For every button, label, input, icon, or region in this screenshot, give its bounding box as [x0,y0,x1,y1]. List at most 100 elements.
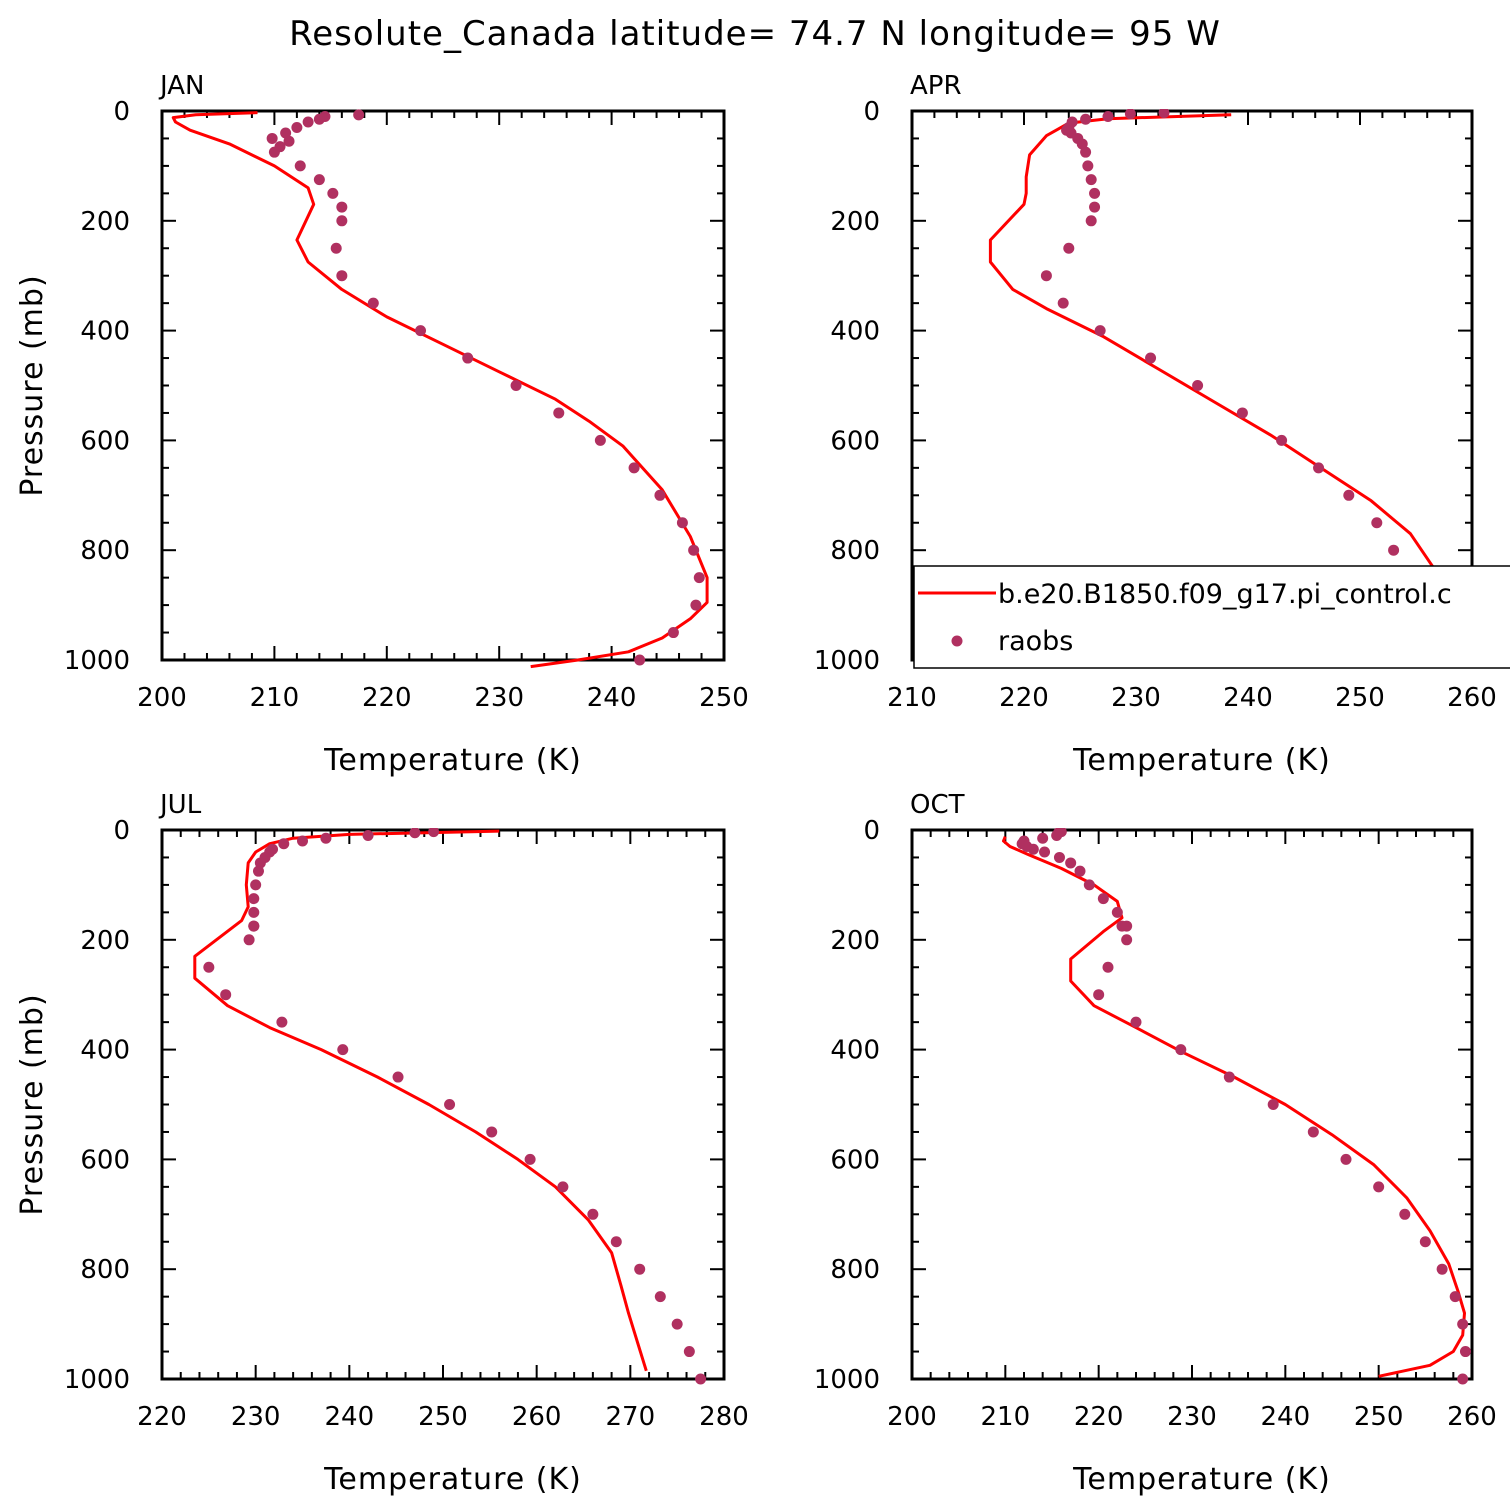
obs-point [594,434,606,446]
panel-label: OCT [910,790,965,820]
obs-point [1063,242,1075,254]
obs-point [1053,851,1065,863]
panel-label: JAN [158,71,204,101]
obs-point [553,407,565,419]
obs-point [1111,906,1123,918]
obs-point [1074,865,1086,877]
obs-point [1083,879,1095,891]
obs-point [654,489,666,501]
obs-point [313,113,325,125]
obs-point [250,879,262,891]
x-tick-label: 230 [1167,1402,1217,1432]
x-tick-label: 210 [887,683,937,713]
panel-jan: 200 210 220 230 240 250 0 200 400 600 800 1000 JAN Te… [15,71,749,778]
obs-point [248,906,260,918]
obs-point [1093,989,1105,1001]
obs-point [462,352,474,364]
y-tick-label: 0 [113,97,130,127]
obs-point [313,174,325,186]
obs-point [1121,920,1133,932]
y-tick-label: 1000 [814,1365,880,1395]
obs-point [671,1318,683,1330]
obs-point [336,201,348,213]
obs-point [268,146,280,158]
x-tick-label: 200 [887,1402,937,1432]
x-tick-label: 250 [1354,1402,1404,1432]
y-tick-label: 0 [863,97,880,127]
obs-point [444,1099,456,1110]
y-tick-label: 400 [80,317,130,347]
y-tick-label: 600 [80,426,130,456]
obs-point [690,599,702,611]
legend-model-label: b.e20.B1850.f09_g17.pi_control.c [998,579,1452,610]
x-tick-label: 250 [418,1402,468,1432]
panels: 200 210 220 230 240 250 0 200 400 600 800 1000 JAN Te… [15,71,1510,1497]
x-axis-label: Temperature (K) [323,743,582,778]
obs-point [1057,297,1069,309]
obs-point [1307,1126,1319,1138]
y-tick-label: 1000 [64,646,130,676]
obs-point [392,1071,404,1083]
y-axis-label: Pressure (mb) [15,274,50,496]
y-tick-label: 400 [830,317,880,347]
obs-point [1082,160,1094,172]
x-tick-label: 240 [587,683,637,713]
obs-point [1102,110,1114,122]
y-tick-label: 800 [830,536,880,566]
model-line-jul [193,829,648,1372]
obs-point [1089,187,1101,199]
y-tick-label: 600 [80,1145,130,1175]
obs-point [634,1263,646,1275]
x-tick-label: 230 [231,1402,281,1432]
legend-obs-swatch [951,635,963,647]
panel-apr: 210 220 230 240 250 260 0 200 400 600 800 1000 APR Te… [814,71,1510,778]
data-layer-jan [171,109,709,669]
obs-point [362,829,374,841]
obs-point [1089,201,1101,213]
y-tick-label: 400 [80,1036,130,1066]
data-layer-jul [193,828,707,1385]
x-tick-label: 240 [1261,1402,1311,1432]
y-tick-label: 600 [830,1145,880,1175]
obs-point [302,116,314,128]
obs-point [557,1181,569,1193]
panel-label: JUL [158,790,202,820]
obs-point [1449,1291,1461,1303]
x-tick-label: 220 [137,1402,187,1432]
obs-point [1094,325,1106,337]
obs-point [415,325,427,337]
y-axis-label: Pressure (mb) [15,993,50,1215]
panel-jul: 220 230 240 250 260 270 280 0 200 400 600 800 1000 JU… [15,790,749,1497]
obs-point [1459,1346,1471,1358]
x-tick-label: 220 [362,683,412,713]
x-tick-label: 260 [1447,683,1497,713]
obs-point [243,934,255,946]
panel-label: APR [910,71,962,101]
obs-point [634,654,646,666]
x-tick-label: 220 [999,683,1049,713]
obs-point [266,132,278,144]
obs-point [1145,352,1157,364]
obs-point [587,1208,599,1220]
obs-point [254,857,266,869]
obs-point [1039,846,1051,858]
obs-point [1102,961,1114,973]
obs-point [1085,215,1097,227]
obs-point [1436,1263,1448,1275]
obs-point [667,627,679,639]
obs-point [1340,1153,1352,1165]
panel-oct: 200 210 220 230 240 250 260 0 200 400 600 800 1000 OC… [814,790,1497,1497]
obs-point [695,1373,707,1385]
plot-frame-oct [910,828,1474,1381]
obs-point [248,893,260,905]
obs-point [1236,407,1248,419]
obs-point [610,1236,622,1248]
x-tick-label: 220 [1074,1402,1124,1432]
obs-point [654,1291,666,1303]
obs-point [428,828,440,838]
y-tick-label: 0 [113,816,130,846]
legend-obs-label: raobs [998,626,1073,657]
obs-point [336,215,348,227]
